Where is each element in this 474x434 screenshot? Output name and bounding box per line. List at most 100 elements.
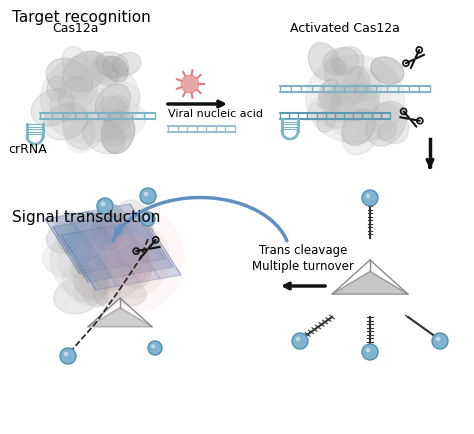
Circle shape <box>292 333 308 349</box>
Ellipse shape <box>328 95 348 111</box>
Ellipse shape <box>49 89 92 121</box>
Ellipse shape <box>360 73 391 114</box>
Circle shape <box>105 234 155 284</box>
Text: Cas12a: Cas12a <box>52 22 98 35</box>
Circle shape <box>144 216 148 220</box>
Ellipse shape <box>47 77 66 102</box>
Ellipse shape <box>116 255 145 280</box>
Ellipse shape <box>96 53 128 79</box>
Ellipse shape <box>70 257 89 273</box>
Circle shape <box>362 344 378 360</box>
Circle shape <box>144 192 148 197</box>
Text: Signal transduction: Signal transduction <box>12 210 160 224</box>
Circle shape <box>97 198 113 214</box>
Circle shape <box>151 344 155 349</box>
Ellipse shape <box>63 52 108 93</box>
Circle shape <box>436 337 440 342</box>
Ellipse shape <box>331 85 379 122</box>
Ellipse shape <box>67 78 88 95</box>
Ellipse shape <box>56 213 94 256</box>
Ellipse shape <box>342 110 380 155</box>
Polygon shape <box>332 272 408 295</box>
Ellipse shape <box>306 56 404 144</box>
Ellipse shape <box>51 216 149 303</box>
Ellipse shape <box>96 257 112 279</box>
Circle shape <box>365 348 370 352</box>
Ellipse shape <box>346 67 382 102</box>
Ellipse shape <box>80 110 96 125</box>
Ellipse shape <box>90 61 119 86</box>
Ellipse shape <box>58 84 87 122</box>
Ellipse shape <box>74 270 108 299</box>
Ellipse shape <box>87 109 131 146</box>
Text: Viral nucleic acid: Viral nucleic acid <box>168 109 263 119</box>
Circle shape <box>432 333 448 349</box>
Ellipse shape <box>54 212 84 235</box>
Ellipse shape <box>71 262 88 284</box>
Ellipse shape <box>96 83 140 118</box>
Ellipse shape <box>104 105 146 140</box>
Ellipse shape <box>93 271 120 306</box>
Ellipse shape <box>339 83 376 133</box>
Ellipse shape <box>112 53 141 76</box>
Polygon shape <box>61 220 181 290</box>
Ellipse shape <box>318 94 339 111</box>
Text: crRNA: crRNA <box>8 143 47 156</box>
Ellipse shape <box>43 243 88 278</box>
Ellipse shape <box>343 68 370 104</box>
Polygon shape <box>45 204 165 274</box>
Ellipse shape <box>324 88 347 106</box>
Ellipse shape <box>336 65 357 89</box>
Ellipse shape <box>328 107 346 123</box>
Circle shape <box>296 337 301 342</box>
Ellipse shape <box>100 97 127 120</box>
Text: Target recognition: Target recognition <box>12 10 151 25</box>
Ellipse shape <box>333 66 360 91</box>
Ellipse shape <box>95 85 130 122</box>
Ellipse shape <box>308 43 340 81</box>
Ellipse shape <box>115 201 153 248</box>
Ellipse shape <box>319 80 342 111</box>
Ellipse shape <box>63 265 107 306</box>
Ellipse shape <box>58 77 97 111</box>
Ellipse shape <box>309 103 325 122</box>
Text: Activated Cas12a: Activated Cas12a <box>290 22 400 35</box>
Ellipse shape <box>117 244 151 289</box>
Circle shape <box>362 191 378 207</box>
Ellipse shape <box>309 89 353 127</box>
Ellipse shape <box>342 110 376 146</box>
Ellipse shape <box>43 104 88 141</box>
Ellipse shape <box>100 214 123 243</box>
Ellipse shape <box>317 112 335 133</box>
Circle shape <box>90 220 170 299</box>
Ellipse shape <box>331 59 346 75</box>
Ellipse shape <box>323 110 346 129</box>
Circle shape <box>140 188 156 204</box>
Circle shape <box>64 352 68 357</box>
Text: Trans cleavage
Multiple turnover: Trans cleavage Multiple turnover <box>252 243 354 273</box>
Ellipse shape <box>323 49 359 76</box>
Ellipse shape <box>95 254 125 291</box>
Ellipse shape <box>83 52 103 77</box>
Ellipse shape <box>70 213 104 256</box>
Ellipse shape <box>371 58 404 85</box>
Ellipse shape <box>57 223 80 253</box>
Circle shape <box>141 213 155 227</box>
Ellipse shape <box>83 119 125 155</box>
Ellipse shape <box>68 212 106 261</box>
Ellipse shape <box>72 263 97 282</box>
Ellipse shape <box>324 101 368 138</box>
Circle shape <box>365 194 370 199</box>
Ellipse shape <box>103 57 128 83</box>
Ellipse shape <box>371 103 409 144</box>
Ellipse shape <box>82 57 121 91</box>
Ellipse shape <box>62 47 88 80</box>
Circle shape <box>181 76 199 94</box>
Ellipse shape <box>31 90 75 127</box>
Ellipse shape <box>101 237 137 281</box>
Ellipse shape <box>101 112 135 155</box>
Ellipse shape <box>81 270 109 307</box>
Ellipse shape <box>344 106 358 123</box>
Polygon shape <box>53 213 173 283</box>
Ellipse shape <box>83 255 110 290</box>
